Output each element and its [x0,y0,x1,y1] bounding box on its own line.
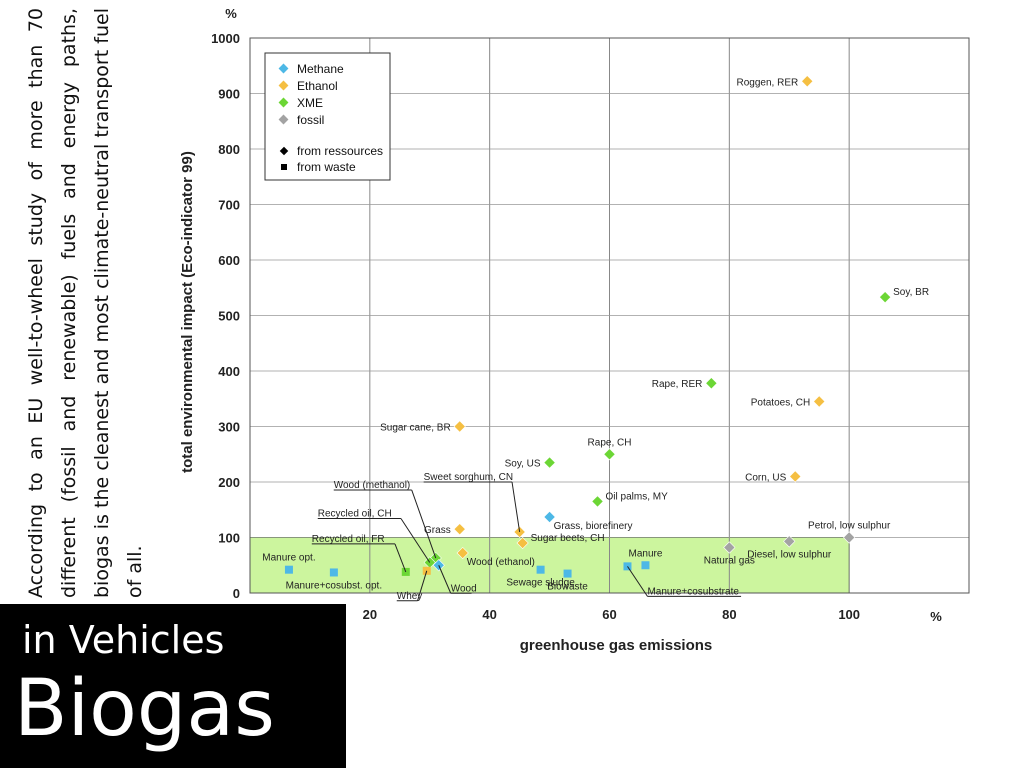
label-leader [438,565,452,594]
data-point [284,565,293,574]
data-point [543,510,556,524]
legend-shape-entry: from waste [297,160,356,174]
data-point [789,470,802,483]
plot-frame [249,37,970,594]
point-label: Manure [628,548,662,559]
data-point [801,75,814,88]
y-tick-label: 200 [218,475,240,490]
x-tick-label: 60 [602,607,616,622]
label-leader [627,566,648,597]
point-label: Wood [451,583,477,594]
point-label: Potatoes, CH [751,398,810,409]
point-label: Manure+cosubst. opt. [286,580,382,591]
label-leader [394,543,407,573]
y-unit-label: % [225,6,237,21]
y-tick-label: 600 [218,253,240,268]
point-label: Diesel, low sulphur [747,549,832,560]
point-label: Natural gas [704,555,755,566]
y-tick-label: 800 [218,142,240,157]
label-leader [511,481,521,533]
legend-shape-entry: from ressources [297,144,383,158]
point-label: Rape, RER [652,379,703,390]
data-point [843,531,856,544]
legend-entry: XME [297,96,323,110]
point-label: Roggen, RER [737,77,799,88]
point-label: Sugar cane, BR [380,423,451,434]
label-leader [400,518,431,563]
data-point [879,291,892,304]
data-point [536,565,545,574]
point-label: Corn, US [745,472,786,483]
legend-shape-marker [281,164,287,170]
x-unit-label: % [930,609,942,624]
point-label: Biowaste [547,582,588,593]
legend-entry: Ethanol [297,79,338,93]
x-tick-label: 80 [722,607,736,622]
data-point [329,568,338,577]
point-label: Wood (ethanol) [467,557,535,568]
y-tick-label: 900 [218,87,240,102]
data-point [813,395,826,408]
data-point [563,569,572,578]
title-box: in Vehicles Biogas [0,604,346,768]
legend-entry: Methane [297,62,344,76]
point-label: Grass [424,525,451,536]
y-tick-label: 1000 [211,31,240,46]
point-label: Soy, US [505,459,541,470]
data-point [723,541,736,554]
y-tick-label: 300 [218,420,240,435]
data-point [543,456,556,469]
x-tick-label: 100 [838,607,860,622]
data-point [453,420,466,433]
y-axis-title: total environmental impact (Eco-indicato… [179,151,196,473]
title-main: Biogas [14,664,275,754]
x-tick-label: 40 [482,607,496,622]
point-label: Whey [397,591,423,602]
highlight-zone [249,537,850,594]
title-subtitle: in Vehicles [22,618,225,662]
data-point [783,535,796,548]
point-label: Grass, biorefinery [554,521,633,532]
x-axis-title: greenhouse gas emissions [520,637,713,654]
data-point [641,561,650,570]
point-label: Sweet sorghum, CN [424,472,513,483]
x-tick-label: 20 [363,607,377,622]
data-point [603,448,616,461]
y-tick-label: 0 [233,586,240,601]
data-point [453,523,466,536]
side-text: According to an EU well-to-wheel study o… [25,8,146,598]
label-leader [417,570,428,601]
point-label: Manure+cosubstrate [647,586,739,597]
y-tick-label: 100 [218,531,240,546]
y-tick-label: 400 [218,364,240,379]
label-leader [411,489,437,559]
legend-shape-marker [279,146,289,156]
point-label: Sewage sludge [506,578,575,589]
point-label: Rape, CH [588,437,632,448]
point-label: Manure opt. [262,553,315,564]
point-label: Oil palms, MY [606,491,669,502]
data-point [516,536,529,550]
point-label: Sugar beets, CH [531,533,605,544]
point-label: Wood (methanol) [334,480,411,491]
y-tick-label: 700 [218,198,240,213]
point-label: Soy, BR [893,287,929,298]
legend-entry: fossil [297,113,324,127]
data-point [705,377,718,390]
point-label: Recycled oil, FR [312,534,385,545]
data-point [456,546,469,560]
data-point [591,495,604,508]
legend-box [264,52,391,181]
point-label: Petrol, low sulphur [808,521,891,532]
y-tick-label: 500 [218,309,240,324]
point-label: Recycled oil, CH [318,508,392,519]
